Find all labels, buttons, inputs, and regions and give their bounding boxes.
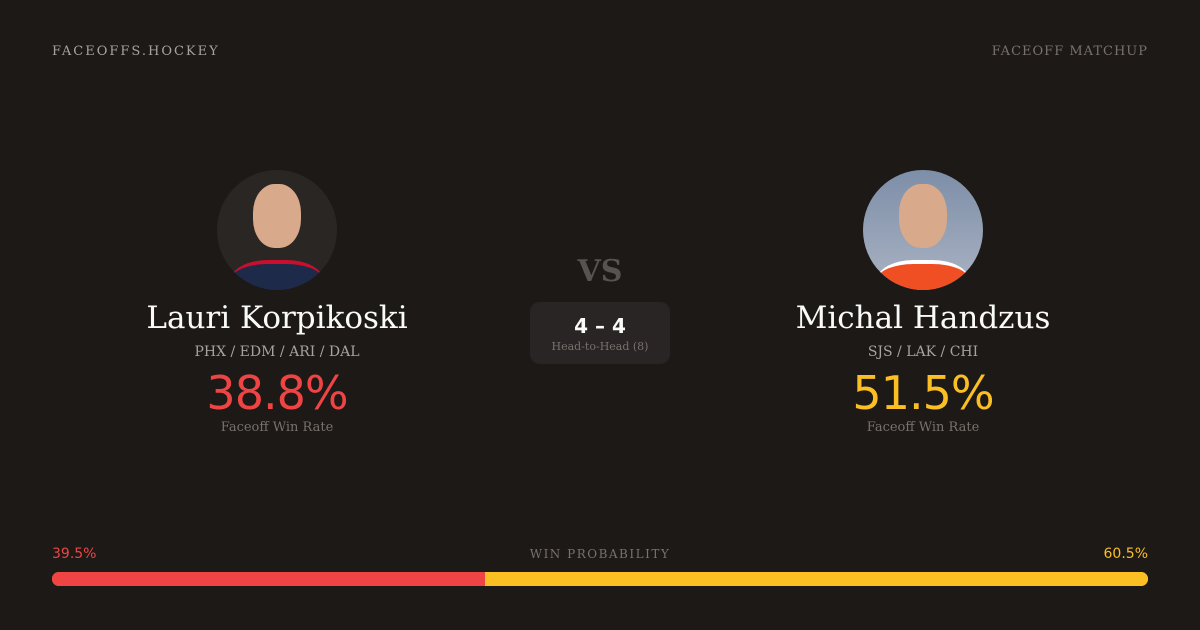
- player-win-rate: 51.5%: [852, 366, 994, 420]
- player-avatar: [863, 170, 983, 290]
- h2h-label: Head-to-Head (8): [551, 340, 649, 353]
- win-probability-bar: [52, 572, 1148, 586]
- player-right: Michal Handzus SJS / LAK / CHI 51.5% Fac…: [723, 170, 1123, 435]
- player-teams: PHX / EDM / ARI / DAL: [194, 344, 360, 360]
- win-rate-label: Faceoff Win Rate: [220, 420, 334, 435]
- player-avatar: [217, 170, 337, 290]
- player-name: Michal Handzus: [795, 300, 1051, 336]
- win-prob-label: WIN PROBABILITY: [529, 547, 671, 561]
- win-prob-right-segment: [484, 572, 1148, 586]
- win-rate-label: Faceoff Win Rate: [866, 420, 980, 435]
- win-prob-left: 39.5%: [52, 546, 97, 562]
- vs-label: VS: [577, 254, 623, 289]
- player-name: Lauri Korpikoski: [146, 300, 408, 336]
- page-tag: FACEOFF MATCHUP: [991, 44, 1148, 59]
- h2h-score: 4 – 4: [574, 314, 626, 338]
- player-win-rate: 38.8%: [206, 366, 348, 420]
- win-prob-left-segment: [52, 572, 485, 586]
- head-to-head-box: 4 – 4 Head-to-Head (8): [530, 302, 670, 364]
- brand-logo: FACEOFFS.HOCKEY: [52, 44, 220, 59]
- player-left: Lauri Korpikoski PHX / EDM / ARI / DAL 3…: [77, 170, 477, 435]
- win-prob-right: 60.5%: [1103, 546, 1148, 562]
- player-teams: SJS / LAK / CHI: [867, 344, 979, 360]
